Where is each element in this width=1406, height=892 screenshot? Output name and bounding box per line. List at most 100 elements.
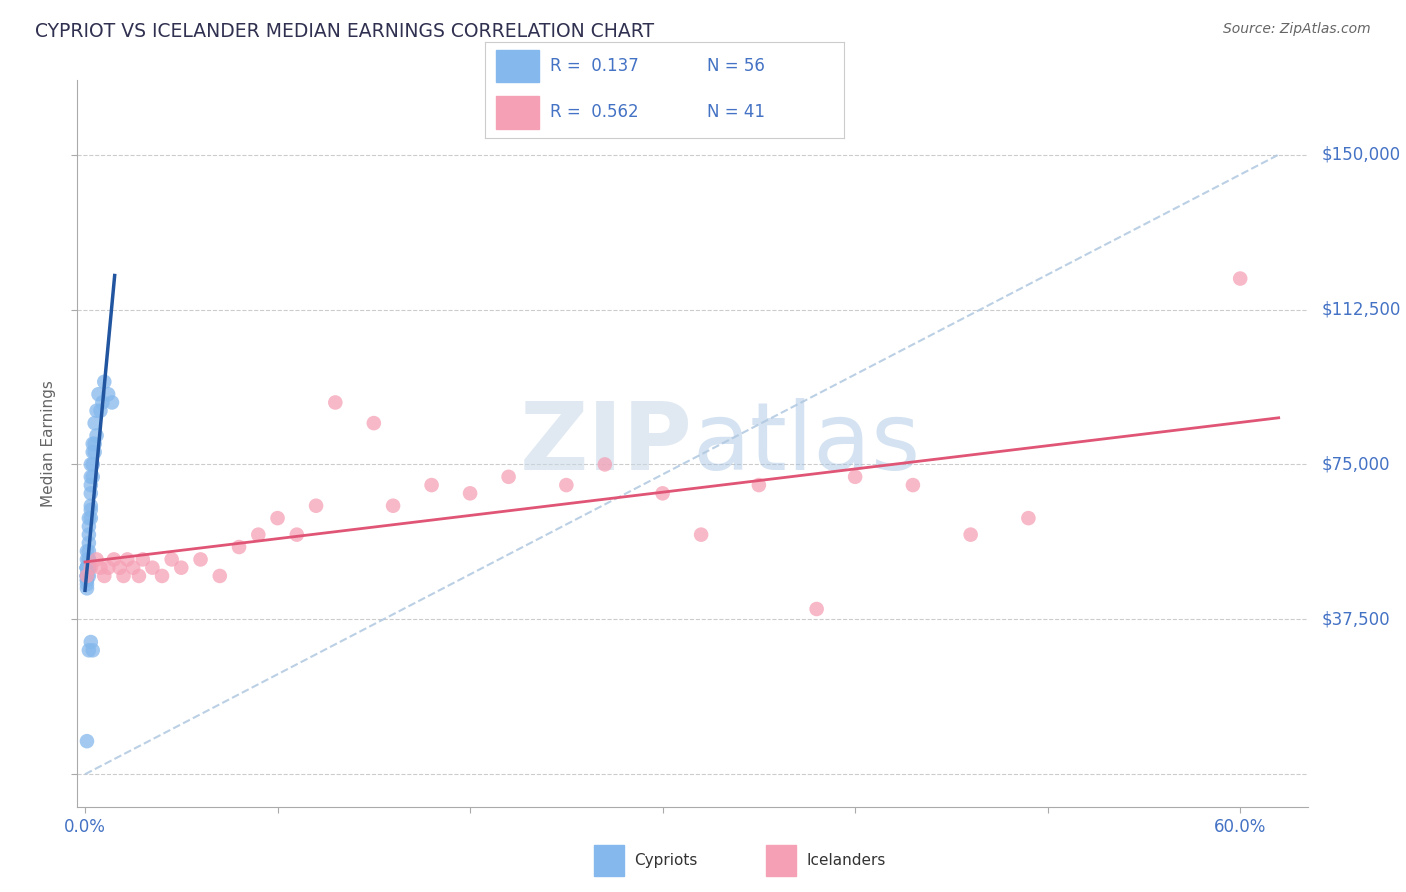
Point	[285, 527, 308, 541]
Point	[420, 478, 443, 492]
Point	[160, 552, 183, 566]
Point	[77, 544, 100, 558]
Point	[80, 478, 103, 492]
Point	[141, 560, 163, 574]
Point	[593, 458, 616, 472]
Point	[1229, 271, 1251, 285]
Point	[86, 552, 108, 566]
Point	[83, 416, 105, 430]
Point	[77, 560, 100, 574]
Bar	[496, 50, 538, 82]
Point	[80, 470, 103, 484]
Point	[86, 403, 108, 417]
Point	[108, 560, 131, 574]
Point	[363, 416, 385, 430]
Point	[76, 569, 98, 583]
Point	[247, 527, 270, 541]
Point	[93, 375, 115, 389]
Point	[77, 536, 100, 550]
Point	[76, 560, 98, 574]
Point	[93, 569, 115, 583]
Point	[82, 436, 104, 450]
Point	[170, 560, 193, 574]
Point	[80, 503, 103, 517]
Point	[77, 569, 100, 583]
Text: ZIP: ZIP	[520, 398, 693, 490]
Point	[959, 527, 981, 541]
Point	[77, 560, 100, 574]
Text: $150,000: $150,000	[1322, 145, 1400, 163]
Bar	[593, 846, 624, 876]
Point	[76, 569, 98, 583]
Point	[76, 560, 98, 574]
Point	[266, 511, 288, 525]
Point	[97, 387, 120, 401]
Point	[458, 486, 481, 500]
Point	[80, 499, 103, 513]
Point	[208, 569, 231, 583]
Point	[83, 445, 105, 459]
Point	[77, 552, 100, 566]
Text: atlas: atlas	[693, 398, 921, 490]
Point	[323, 395, 346, 409]
Bar	[766, 846, 796, 876]
Text: CYPRIOT VS ICELANDER MEDIAN EARNINGS CORRELATION CHART: CYPRIOT VS ICELANDER MEDIAN EARNINGS COR…	[35, 22, 654, 41]
Point	[87, 387, 110, 401]
Point	[89, 560, 111, 574]
Point	[80, 458, 103, 472]
Point	[498, 470, 520, 484]
Point	[76, 560, 98, 574]
Text: $112,500: $112,500	[1322, 301, 1400, 318]
Point	[76, 560, 98, 574]
Point	[150, 569, 173, 583]
Text: N = 41: N = 41	[707, 103, 765, 121]
Bar	[496, 95, 538, 128]
Point	[82, 470, 104, 484]
Point	[76, 582, 98, 596]
Point	[82, 445, 104, 459]
Text: Icelanders: Icelanders	[807, 854, 886, 868]
Point	[77, 560, 100, 574]
Point	[77, 552, 100, 566]
Point	[76, 577, 98, 591]
Text: N = 56: N = 56	[707, 57, 765, 75]
Text: R =  0.562: R = 0.562	[550, 103, 638, 121]
Point	[806, 602, 828, 616]
Point	[132, 552, 155, 566]
Point	[76, 560, 98, 574]
Point	[91, 395, 114, 409]
Point	[76, 573, 98, 587]
Point	[77, 519, 100, 533]
Point	[690, 527, 713, 541]
Point	[112, 569, 135, 583]
Point	[76, 569, 98, 583]
Text: $75,000: $75,000	[1322, 456, 1391, 474]
Point	[82, 643, 104, 657]
Point	[86, 428, 108, 442]
Text: R =  0.137: R = 0.137	[550, 57, 638, 75]
Point	[122, 560, 145, 574]
Point	[83, 436, 105, 450]
Point	[76, 573, 98, 587]
Point	[76, 734, 98, 748]
Point	[89, 403, 111, 417]
Point	[382, 499, 405, 513]
Point	[80, 511, 103, 525]
Y-axis label: Median Earnings: Median Earnings	[41, 380, 56, 508]
Point	[77, 643, 100, 657]
Point	[76, 544, 98, 558]
Point	[101, 395, 124, 409]
Point	[76, 560, 98, 574]
Point	[748, 478, 770, 492]
Point	[76, 569, 98, 583]
Point	[651, 486, 673, 500]
Point	[77, 527, 100, 541]
Point	[80, 560, 103, 574]
Point	[76, 569, 98, 583]
Point	[305, 499, 328, 513]
Point	[128, 569, 150, 583]
Point	[80, 486, 103, 500]
Point	[103, 552, 125, 566]
Point	[97, 560, 120, 574]
Point	[80, 635, 103, 649]
